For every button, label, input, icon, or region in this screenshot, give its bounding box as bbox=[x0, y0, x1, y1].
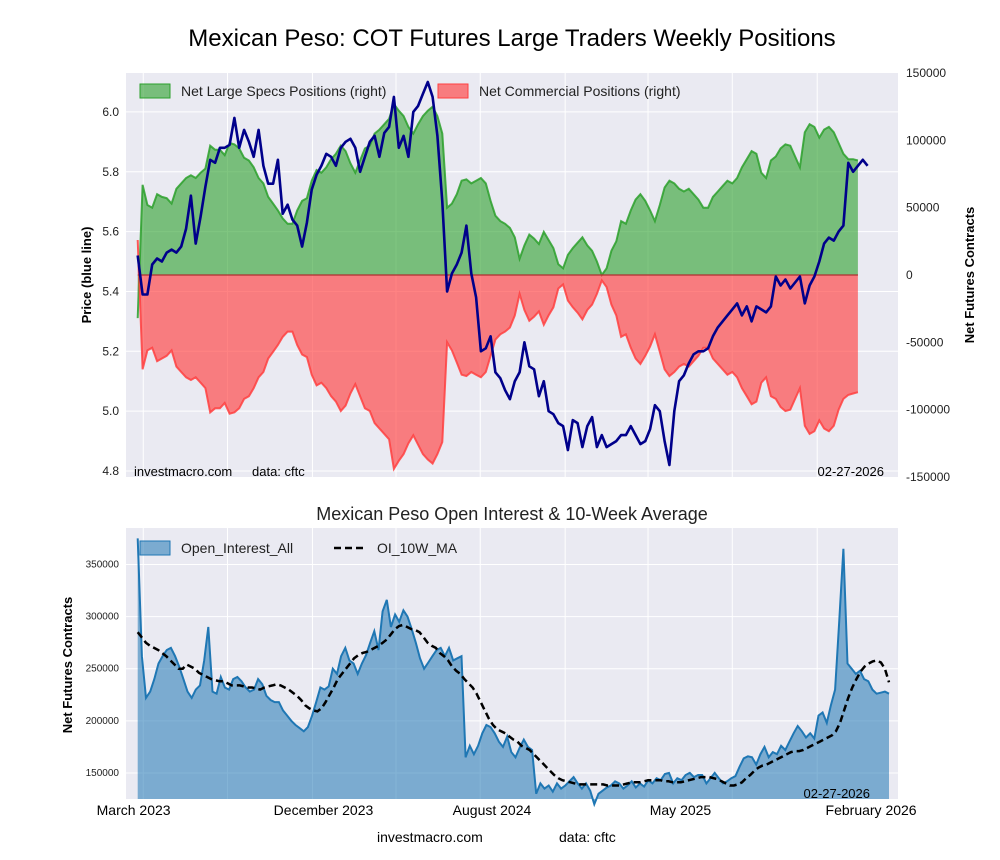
top-left-tick-label: 6.0 bbox=[102, 105, 119, 119]
top-chart-title: Mexican Peso: COT Futures Large Traders … bbox=[188, 25, 835, 52]
top-data-note: data: cftc bbox=[252, 464, 305, 479]
top-right-tick-label: 50000 bbox=[906, 201, 940, 215]
footer-data-note: data: cftc bbox=[559, 829, 616, 845]
bottom-date-stamp: 02-27-2026 bbox=[804, 786, 871, 801]
top-right-axis-label: Net Futures Contracts bbox=[962, 207, 977, 344]
bottom-y-tick-label: 150000 bbox=[86, 768, 120, 779]
bottom-ma-line bbox=[136, 623, 891, 787]
commercial-line bbox=[136, 239, 859, 472]
bottom-x-axis-ticks: March 2023 December 2023 August 2024 May 20… bbox=[97, 802, 917, 818]
bottom-y-axis-label: Net Futures Contracts bbox=[60, 597, 75, 734]
legend-swatch-commercial bbox=[437, 83, 469, 99]
top-price-line bbox=[136, 80, 869, 467]
bottom-y-tick-label: 250000 bbox=[86, 664, 120, 675]
legend-label-specs: Net Large Specs Positions (right) bbox=[181, 83, 386, 99]
top-legend: Net Large Specs Positions (right) Net Co… bbox=[139, 83, 681, 99]
oi-line bbox=[136, 538, 890, 808]
legend-swatch-specs bbox=[139, 83, 171, 99]
top-left-tick-label: 5.4 bbox=[102, 284, 119, 298]
bottom-area bbox=[136, 538, 890, 808]
bottom-x-tick-label: December 2023 bbox=[274, 802, 374, 818]
bottom-y-axis-ticks: 150000 200000 250000 300000 350000 bbox=[86, 559, 120, 778]
legend-label-commercial: Net Commercial Positions (right) bbox=[479, 83, 681, 99]
legend-swatch-oi bbox=[139, 540, 171, 556]
commercial-area bbox=[137, 240, 858, 469]
specs-area bbox=[137, 104, 858, 319]
bottom-y-tick-label: 350000 bbox=[86, 559, 120, 570]
legend-label-oi: Open_Interest_All bbox=[181, 540, 293, 556]
oi-ma-line bbox=[136, 623, 891, 787]
top-date-stamp: 02-27-2026 bbox=[818, 464, 885, 479]
top-left-axis-label: Price (blue line) bbox=[79, 227, 94, 324]
top-left-tick-label: 5.2 bbox=[102, 344, 119, 358]
bottom-x-tick-label: May 2025 bbox=[650, 802, 712, 818]
specs-line bbox=[136, 101, 859, 319]
bottom-y-tick-label: 200000 bbox=[86, 716, 120, 727]
top-areas bbox=[136, 101, 859, 472]
top-right-tick-label: -150000 bbox=[906, 470, 950, 484]
top-right-axis-ticks: 150000 100000 50000 0 -50000 -100000 -150000 bbox=[906, 66, 950, 484]
oi-area bbox=[137, 538, 889, 805]
top-right-tick-label: 100000 bbox=[906, 133, 946, 147]
bottom-x-tick-label: February 2026 bbox=[826, 802, 917, 818]
bottom-chart-panel: 150000 200000 250000 300000 350000 March 202… bbox=[60, 528, 917, 818]
top-right-tick-label: 150000 bbox=[906, 66, 946, 80]
top-left-tick-label: 4.8 bbox=[102, 464, 119, 478]
top-left-tick-label: 5.8 bbox=[102, 165, 119, 179]
top-right-tick-label: -50000 bbox=[906, 335, 944, 349]
bottom-legend: Open_Interest_All OI_10W_MA bbox=[139, 540, 458, 556]
footer-watermark: investmacro.com bbox=[377, 829, 483, 845]
top-right-tick-label: 0 bbox=[906, 268, 913, 282]
top-left-tick-label: 5.6 bbox=[102, 225, 119, 239]
top-chart-panel: 4.8 5.0 5.2 5.4 5.6 5.8 6.0 150000 100000 50000 0… bbox=[79, 66, 977, 484]
top-watermark: investmacro.com bbox=[134, 464, 232, 479]
top-left-axis-ticks: 4.8 5.0 5.2 5.4 5.6 5.8 6.0 bbox=[102, 105, 119, 478]
price-line bbox=[136, 80, 869, 467]
bottom-chart-title: Mexican Peso Open Interest & 10-Week Ave… bbox=[316, 504, 708, 524]
top-right-tick-label: -100000 bbox=[906, 403, 950, 417]
bottom-y-tick-label: 300000 bbox=[86, 612, 120, 623]
top-left-tick-label: 5.0 bbox=[102, 404, 119, 418]
bottom-x-tick-label: March 2023 bbox=[97, 802, 171, 818]
legend-label-ma: OI_10W_MA bbox=[377, 540, 458, 556]
bottom-x-tick-label: August 2024 bbox=[453, 802, 532, 818]
